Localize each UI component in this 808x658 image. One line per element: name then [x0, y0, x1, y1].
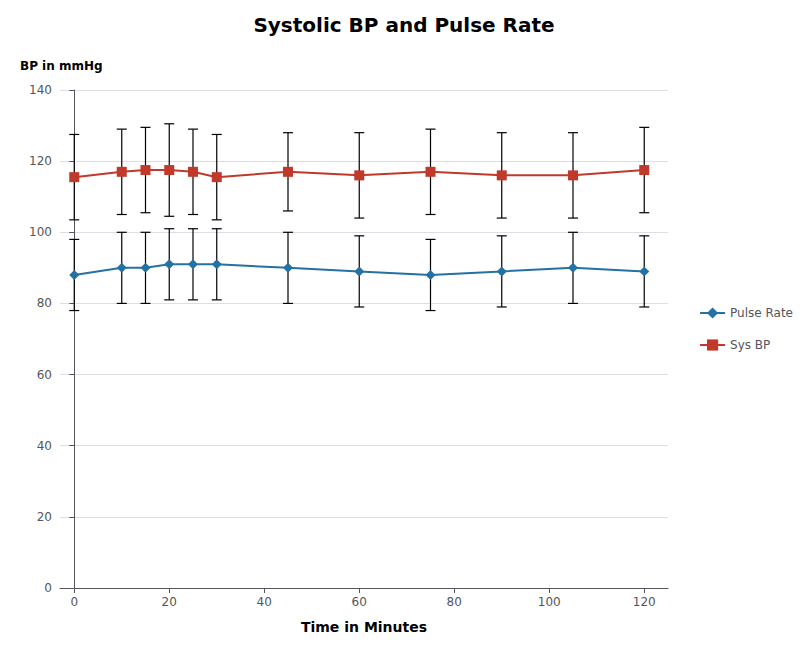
- svg-text:100: 100: [538, 595, 561, 609]
- svg-text:60: 60: [352, 595, 367, 609]
- svg-text:Systolic BP and Pulse Rate: Systolic BP and Pulse Rate: [253, 13, 554, 37]
- svg-text:120: 120: [29, 154, 52, 168]
- svg-text:80: 80: [447, 595, 462, 609]
- svg-text:Time in Minutes: Time in Minutes: [301, 619, 427, 635]
- svg-text:40: 40: [37, 439, 52, 453]
- svg-text:0: 0: [70, 595, 78, 609]
- svg-text:140: 140: [29, 83, 52, 97]
- svg-text:60: 60: [37, 368, 52, 382]
- svg-text:Pulse Rate: Pulse Rate: [730, 306, 793, 320]
- svg-text:20: 20: [37, 510, 52, 524]
- svg-text:120: 120: [633, 595, 656, 609]
- svg-text:Sys BP: Sys BP: [730, 338, 770, 352]
- svg-text:0: 0: [44, 581, 52, 595]
- svg-text:20: 20: [162, 595, 177, 609]
- svg-text:80: 80: [37, 296, 52, 310]
- svg-text:100: 100: [29, 225, 52, 239]
- svg-text:BP in mmHg: BP in mmHg: [20, 59, 103, 73]
- svg-text:40: 40: [257, 595, 272, 609]
